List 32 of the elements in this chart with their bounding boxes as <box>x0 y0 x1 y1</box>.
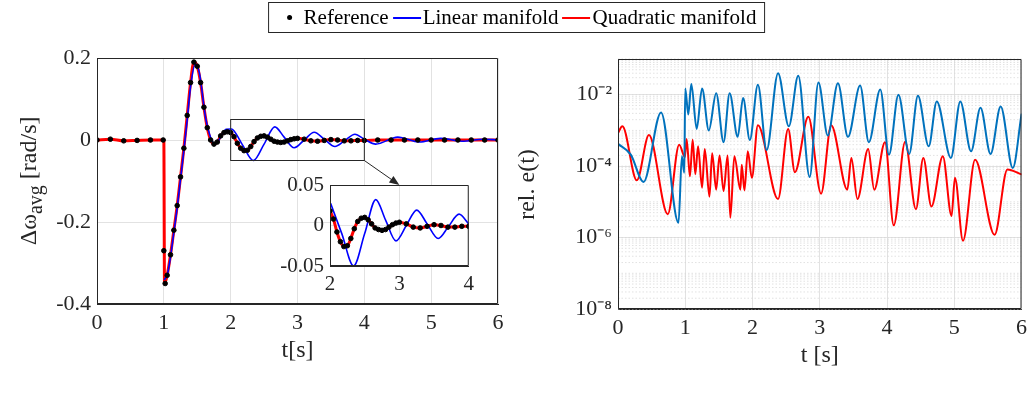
y-tick-label: 10⁻⁶ <box>575 223 612 249</box>
x-tick-label: 1 <box>679 313 691 339</box>
x-tick-label: 6 <box>492 308 504 334</box>
legend-label: Reference <box>303 5 389 30</box>
x-tick-label: 2 <box>225 308 237 334</box>
legend-label: Linear manifold <box>422 5 559 30</box>
y-tick-label: -0.2 <box>56 207 91 233</box>
x-tick-label: 2 <box>747 313 758 339</box>
y-tick-label: 10⁻² <box>576 80 613 106</box>
legend-label: Quadratic manifold <box>592 5 757 30</box>
x-tick-label: 3 <box>814 313 826 339</box>
x-tick-label: 5 <box>948 313 960 339</box>
x-tick-label: 4 <box>881 313 893 339</box>
y-tick-label: 0.2 <box>63 43 91 69</box>
y-tick-label: -0.4 <box>56 289 91 315</box>
x-tick-label: 4 <box>358 308 370 334</box>
y-tick-label: 10⁻⁸ <box>575 294 612 320</box>
y-tick-label: 0 <box>80 125 91 151</box>
y-axis-title: rel. e(t) <box>512 148 540 220</box>
x-tick-label: 1 <box>158 308 170 334</box>
y-tick-label: 10⁻⁴ <box>575 151 613 177</box>
x-axis-title: t [s] <box>800 341 839 368</box>
y-tick-label: -0.05 <box>280 252 324 277</box>
x-tick-label: 4 <box>463 271 475 296</box>
x-tick-label: 2 <box>324 271 336 296</box>
x-tick-label: 5 <box>425 308 437 334</box>
x-tick-label: 3 <box>292 308 303 334</box>
x-axis-title: t[s] <box>281 336 314 363</box>
x-tick-label: 3 <box>394 271 405 296</box>
y-tick-label: 0.05 <box>287 171 324 196</box>
y-tick-label: 0 <box>313 212 324 237</box>
x-tick-label: 6 <box>1016 313 1027 339</box>
